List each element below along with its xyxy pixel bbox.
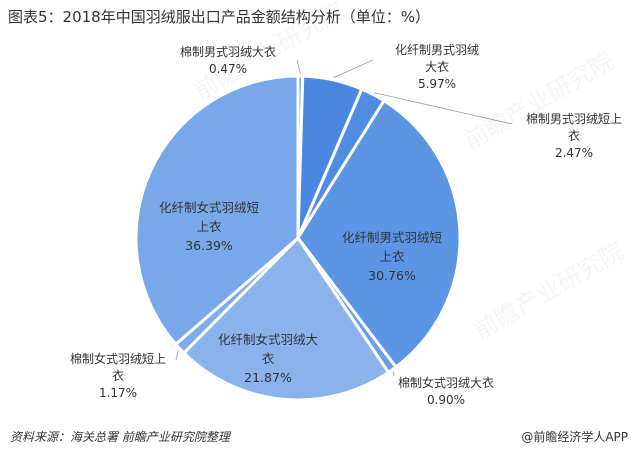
slice-name-label-3-0: 化纤制男式羽绒短 [342, 230, 442, 245]
pie-slice-7 [134, 74, 300, 346]
leader-line-1 [333, 59, 374, 79]
leader-line-0 [296, 59, 301, 75]
slice-value-label-3: 30.76% [368, 268, 416, 283]
pie-slice-5 [182, 236, 390, 402]
slice-name-label-3-1: 上衣 [379, 249, 405, 264]
slice-name-label-6-0: 棉制女式羽绒短上 [70, 351, 166, 366]
leader-line-4 [393, 371, 395, 377]
slice-value-label-0: 0.47% [209, 62, 247, 76]
watermark-3: 前瞻产业研究院 [469, 237, 628, 345]
source-note: 资料来源：海关总署 前瞻产业研究院整理 [10, 430, 230, 444]
slice-name-label-1-1: 大衣 [425, 59, 449, 74]
slice-value-label-1: 5.97% [418, 77, 456, 91]
slice-value-label-5: 21.87% [244, 370, 292, 385]
slice-name-label-5-1: 衣 [262, 351, 275, 366]
pie-slice-3 [296, 99, 462, 369]
slice-name-label-7-1: 上衣 [196, 219, 222, 234]
slice-name-label-2-1: 衣 [568, 128, 580, 143]
slice-name-label-6-1: 衣 [112, 368, 124, 383]
slice-name-label-0-0: 棉制男式羽绒大衣 [180, 44, 276, 59]
slice-value-label-4: 0.90% [427, 393, 465, 407]
slice-name-label-5-0: 化纤制女式羽绒大 [218, 332, 318, 347]
slice-name-label-4-0: 棉制女式羽绒大衣 [398, 375, 494, 390]
leader-line-6 [175, 350, 179, 361]
slice-value-label-7: 36.39% [185, 238, 233, 253]
slice-name-label-2-0: 棉制男式羽绒短上 [526, 112, 622, 126]
chart-title: 图表5：2018年中国羽绒服出口产品金额结构分析（单位：%） [8, 8, 430, 26]
slice-value-label-2: 2.47% [555, 146, 593, 160]
slice-name-label-7-0: 化纤制女式羽绒短 [159, 200, 259, 215]
leader-line-2 [374, 92, 513, 125]
slice-value-label-6: 1.17% [99, 386, 137, 400]
brand-credit: @前瞻经济学人APP [521, 430, 628, 444]
slice-name-label-1-0: 化纤制男式羽绒 [395, 43, 479, 57]
watermark-1: 前瞻产业研究院 [459, 47, 618, 155]
